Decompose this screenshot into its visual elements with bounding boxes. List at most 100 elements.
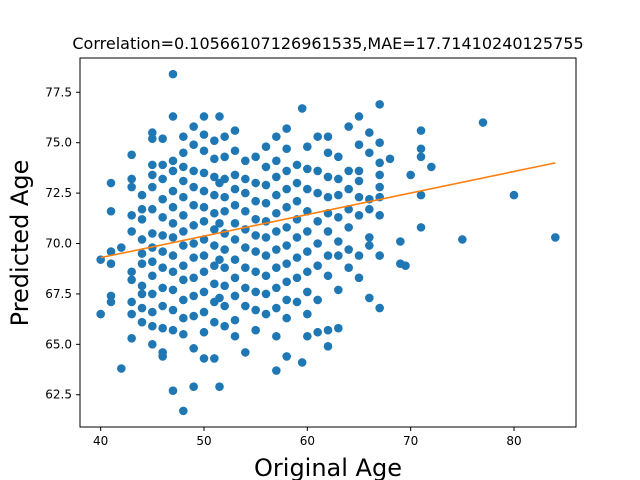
data-point <box>375 251 384 260</box>
data-point <box>199 130 209 139</box>
data-point <box>168 305 178 315</box>
data-point <box>334 190 343 200</box>
data-point <box>251 215 260 224</box>
data-point <box>148 307 157 317</box>
data-point <box>365 204 374 214</box>
x-tick-label: 60 <box>300 434 315 448</box>
data-point <box>106 291 116 301</box>
data-point <box>375 170 384 180</box>
data-point <box>158 263 167 273</box>
data-point <box>189 382 198 391</box>
data-point <box>168 156 178 166</box>
fit-line <box>100 162 556 259</box>
y-tick-label: 72.5 <box>45 186 72 200</box>
data-point <box>241 174 250 184</box>
data-point <box>96 309 105 319</box>
data-point <box>251 231 260 240</box>
data-point <box>334 152 343 162</box>
data-point <box>199 287 209 297</box>
data-point <box>148 134 157 143</box>
data-point <box>297 358 307 367</box>
data-point <box>292 233 302 242</box>
data-point <box>427 162 436 172</box>
data-point <box>334 237 343 246</box>
data-point <box>215 112 224 121</box>
data-point <box>199 112 209 121</box>
data-point <box>199 251 209 260</box>
data-point <box>230 219 240 228</box>
data-point <box>230 184 240 194</box>
data-point <box>220 301 229 311</box>
data-point <box>261 309 271 319</box>
data-point <box>137 289 147 299</box>
data-point <box>334 251 343 260</box>
data-point <box>137 235 147 244</box>
data-point <box>375 182 384 192</box>
data-point <box>158 160 167 170</box>
data-point <box>189 273 198 283</box>
y-tick-label: 77.5 <box>45 85 72 99</box>
data-point <box>127 150 136 160</box>
data-point <box>127 210 136 220</box>
data-point <box>334 174 343 184</box>
data-point <box>158 231 167 240</box>
data-point <box>272 283 281 293</box>
data-point <box>148 229 157 238</box>
data-point <box>179 162 188 172</box>
data-point <box>168 202 178 212</box>
data-point <box>375 138 384 147</box>
data-point <box>282 202 291 212</box>
data-point <box>354 192 364 202</box>
data-point <box>158 213 167 222</box>
data-point <box>385 154 395 164</box>
data-point <box>334 213 343 222</box>
data-point <box>168 186 178 196</box>
data-point <box>313 261 322 270</box>
data-point <box>365 148 374 158</box>
data-point <box>272 366 281 375</box>
data-point <box>179 241 188 250</box>
data-point <box>158 247 167 256</box>
data-point <box>137 317 147 327</box>
data-point <box>189 166 198 176</box>
chart-title: Correlation=0.10566107126961535,MAE=17.7… <box>72 34 583 53</box>
data-point <box>251 287 260 297</box>
data-point <box>251 247 260 256</box>
data-point <box>303 247 312 256</box>
data-point <box>282 184 291 194</box>
data-point <box>230 200 240 210</box>
data-point <box>344 184 353 194</box>
data-point <box>272 156 281 166</box>
data-point <box>344 263 353 273</box>
data-point <box>220 132 229 141</box>
data-point <box>251 325 260 335</box>
data-point <box>354 112 364 121</box>
data-point <box>199 217 209 226</box>
data-point <box>303 309 312 319</box>
data-point <box>199 202 209 212</box>
data-point <box>158 194 167 204</box>
data-point <box>282 144 291 154</box>
data-point <box>148 160 157 170</box>
data-point <box>261 198 271 208</box>
data-point <box>220 321 229 331</box>
data-point <box>127 182 136 192</box>
data-point <box>282 295 291 305</box>
data-point <box>416 223 426 232</box>
data-point <box>416 152 426 162</box>
data-point <box>272 132 281 141</box>
data-point <box>137 259 147 268</box>
data-point <box>282 241 291 250</box>
data-point <box>127 333 136 343</box>
data-point <box>179 329 188 339</box>
data-point <box>220 192 229 202</box>
data-point <box>354 273 364 283</box>
data-point <box>199 327 209 337</box>
data-point <box>199 186 209 196</box>
data-point <box>241 243 250 252</box>
data-point <box>230 170 240 180</box>
data-point <box>189 239 198 248</box>
data-point <box>189 200 198 210</box>
data-point <box>303 227 312 236</box>
data-point <box>354 166 364 176</box>
